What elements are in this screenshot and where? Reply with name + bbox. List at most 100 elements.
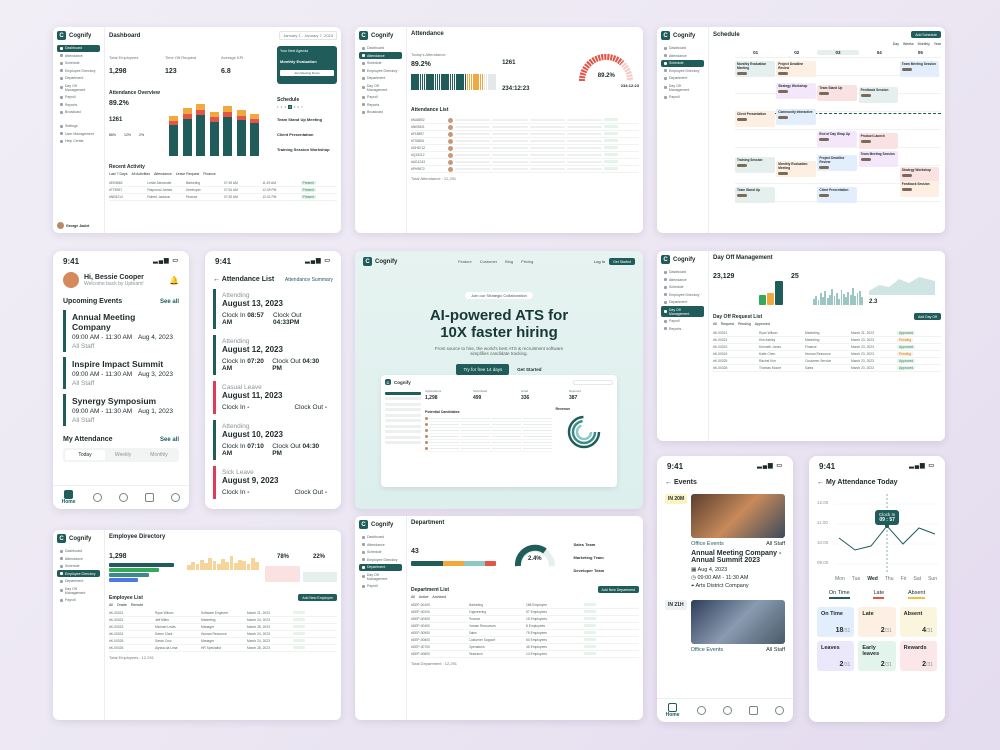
profile-icon[interactable] xyxy=(171,493,181,502)
sidebar-item-directory[interactable]: Employee Directory xyxy=(57,67,100,74)
user-profile[interactable]: George Jaulet xyxy=(57,222,89,229)
get-started-button[interactable]: Get Started xyxy=(609,258,635,265)
sidebar-item-directory[interactable]: Employee Directory xyxy=(661,291,704,298)
schedule-event[interactable]: Client Presentation xyxy=(735,111,775,127)
nav-blog[interactable]: Blog xyxy=(505,259,514,264)
schedule-event[interactable]: Monthly Evaluation Meeting xyxy=(776,161,816,177)
sidebar-item-department[interactable]: Department xyxy=(57,578,100,585)
profile-icon[interactable] xyxy=(775,706,785,715)
sidebar-item-reports[interactable]: Reports xyxy=(661,325,704,332)
schedule-event[interactable]: Monthly Evaluation Meeting xyxy=(735,61,775,77)
schedule-event[interactable]: End of Day Wrap Up xyxy=(817,131,857,147)
table-row[interactable]: #NK9821 xyxy=(411,124,639,131)
table-row[interactable]: #K-00325 Rachel Kim Customer Service March … xyxy=(713,358,941,365)
sidebar-item-help[interactable]: Help Center xyxy=(57,138,100,145)
schedule-event[interactable]: Strategy Workshop xyxy=(776,83,816,99)
attendance-entry[interactable]: Sick Leave August 9, 2023 Clock In - Clock … xyxy=(213,466,333,499)
back-title[interactable]: ← Attendance List xyxy=(213,276,274,283)
table-row[interactable]: #K-00322 Kim Ashley Marketing March 23, 202… xyxy=(713,337,941,344)
my-attendance-header[interactable]: ← My Attendance Today xyxy=(817,479,937,486)
table-row[interactable]: #K-00321 Ryan Wilson Marketing March 21, 20… xyxy=(713,330,941,337)
sidebar-item-attendance[interactable]: Attendance xyxy=(57,555,100,562)
sidebar-item-settings[interactable]: Settings xyxy=(57,123,100,130)
sidebar-item-payroll[interactable]: Payroll xyxy=(661,318,704,325)
table-row[interactable]: #DEP-00300 Finance 15 Employees xyxy=(411,616,639,623)
sidebar-item-directory[interactable]: Employee Directory xyxy=(661,67,704,74)
schedule-event[interactable]: Team Meeting Session xyxy=(899,61,940,77)
attendance-entry[interactable]: Attending August 12, 2023 Clock In 07:20 A… xyxy=(213,335,333,375)
schedule-event[interactable]: Team Stand Up xyxy=(735,187,775,203)
schedule-event[interactable]: Project Deadline Review xyxy=(776,61,816,77)
attendance-tile[interactable]: Rewards 2/31 xyxy=(899,641,937,671)
sidebar-item-attendance[interactable]: Attendance xyxy=(359,541,402,548)
sidebar-item-dayoff[interactable]: Day Off Management xyxy=(661,306,704,317)
attendance-tile[interactable]: Absent 4/31 xyxy=(899,607,937,637)
table-row[interactable]: #K-00325 Sarah Cruz Manager March 24, 2023 xyxy=(109,638,337,645)
tab-all[interactable]: All xyxy=(109,603,113,607)
tab-remote[interactable]: Remote xyxy=(131,603,144,607)
tab-archived[interactable]: Archived xyxy=(432,595,447,599)
bell-icon[interactable]: 🔔 xyxy=(169,275,179,285)
tab-all[interactable]: All Activities xyxy=(131,172,150,176)
table-row[interactable]: #K-00323 Michael Lewis Manager March 28, 20… xyxy=(109,624,337,631)
user-icon[interactable] xyxy=(696,706,706,715)
schedule-event[interactable]: Training Session xyxy=(735,157,775,173)
sidebar-item-dayoff[interactable]: Day Off Management xyxy=(359,82,402,93)
tab-weekly[interactable]: Weekly xyxy=(114,452,132,458)
schedule-event[interactable]: Feedback Session xyxy=(899,181,940,197)
tab-attendance[interactable]: Attendance xyxy=(153,172,172,176)
table-row[interactable]: #TS8801 xyxy=(411,138,639,145)
view-monthly[interactable]: Monthly xyxy=(917,42,930,46)
meeting-card[interactable]: Your Next Agenda Monthly Evaluation Join… xyxy=(277,46,337,84)
tab-approved[interactable]: Approved xyxy=(754,322,770,326)
sidebar-item-attendance[interactable]: Attendance xyxy=(661,52,704,59)
get-started-link[interactable]: Get Started xyxy=(517,367,542,372)
sidebar-item-schedule[interactable]: Schedule xyxy=(57,60,100,67)
tab-today[interactable]: Today xyxy=(65,450,105,460)
view-day[interactable]: Day xyxy=(892,42,900,46)
nav-pricing[interactable]: Pricing xyxy=(521,259,534,264)
sidebar-item-schedule[interactable]: Schedule xyxy=(661,284,704,291)
try-free-button[interactable]: Try for free 14 days xyxy=(456,364,510,375)
sidebar-item-dashboard[interactable]: Dashboard xyxy=(57,548,100,555)
tab-all[interactable]: All xyxy=(713,322,717,326)
sidebar-item-schedule[interactable]: Schedule xyxy=(661,59,704,67)
filter-dropdown[interactable]: Last 7 Days xyxy=(109,172,128,176)
sidebar-item-dayoff[interactable]: Day Off Management xyxy=(359,571,402,582)
event-item[interactable]: Annual Meeting Company 09:00 AM - 11:30 A… xyxy=(63,310,179,352)
see-all-link[interactable]: See all xyxy=(159,436,179,443)
schedule-event[interactable]: Team Meeting Session xyxy=(858,151,899,167)
sidebar-item-reports[interactable]: Reports xyxy=(359,101,402,108)
tab-finance[interactable]: Finance xyxy=(203,172,216,176)
sidebar-item-payroll[interactable]: Payroll xyxy=(57,94,100,101)
nav-feature[interactable]: Feature xyxy=(457,259,472,264)
schedule-item[interactable]: Team Stand Up Meeting xyxy=(277,116,323,122)
sidebar-item-department[interactable]: Department xyxy=(359,563,402,571)
sidebar-item-dayoff[interactable]: Day Off Management xyxy=(661,82,704,93)
table-row[interactable]: #EK5882 Leslie Alexander Marketing 07:49 AM… xyxy=(109,180,337,187)
table-row[interactable]: #AG1243 xyxy=(411,159,639,166)
tab-monthly[interactable]: Monthly xyxy=(150,452,168,458)
nav-home[interactable]: Home xyxy=(666,703,680,718)
sidebar-item-dashboard[interactable]: Dashboard xyxy=(661,45,704,52)
schedule-event[interactable]: Strategy Workshop xyxy=(899,167,940,183)
schedule-event[interactable]: Community Interactive xyxy=(776,109,816,125)
schedule-event[interactable]: Feedback Session xyxy=(858,87,899,103)
add-schedule-button[interactable]: Add Schedule xyxy=(911,31,941,38)
sidebar-item-broadcast[interactable]: Broadcast xyxy=(359,109,402,116)
schedule-item[interactable]: Client Presentation xyxy=(277,131,314,137)
sidebar-item-reports[interactable]: Reports xyxy=(57,101,100,108)
table-row[interactable]: #NE6214 Robert Jackson Finance 07:52 AM 12:3… xyxy=(109,194,337,201)
sidebar-item-schedule[interactable]: Schedule xyxy=(359,549,402,556)
table-row[interactable]: #Q19212 xyxy=(411,152,639,159)
see-all-link[interactable]: See all xyxy=(159,298,179,305)
summary-link[interactable]: Attendance Summary xyxy=(284,276,333,283)
table-row[interactable]: #K-00326 Alyssa da Lima HR Specialist March… xyxy=(109,645,337,652)
add-department-button[interactable]: Add New Department xyxy=(597,586,639,593)
table-row[interactable]: #K-00326 Thomas Moore Sales March 23, 2023 A… xyxy=(713,365,941,372)
login-link[interactable]: Log In xyxy=(593,259,606,264)
table-row[interactable]: #K-00324 Katie Chen Human Resource March 23… xyxy=(713,351,941,358)
clock-icon[interactable] xyxy=(118,493,128,502)
tab-active[interactable]: Active xyxy=(418,595,429,599)
table-row[interactable]: #K-00321 Ryan Wilson Software Engineer Marc… xyxy=(109,610,337,617)
